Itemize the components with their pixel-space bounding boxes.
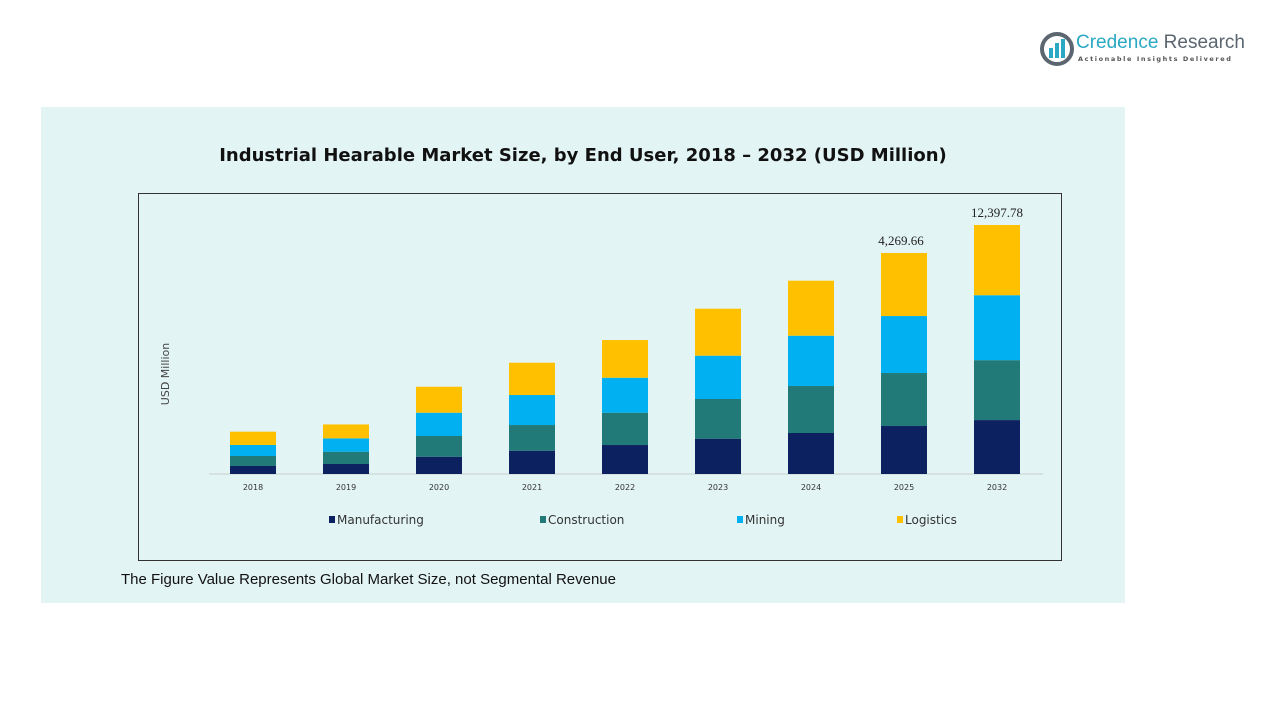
bar-construction-2025 <box>881 373 927 427</box>
bar-manufacturing-2025 <box>881 426 927 474</box>
bar-mining-2022 <box>602 377 648 413</box>
legend-marker-logistics <box>897 516 903 523</box>
bar-mining-2023 <box>695 355 741 400</box>
legend-marker-manufacturing <box>329 516 335 523</box>
legend-label-logistics: Logistics <box>905 513 957 527</box>
bar-manufacturing-2019 <box>323 464 369 474</box>
x-tick-label: 2018 <box>243 483 263 492</box>
logo-chart-icon <box>1040 32 1074 66</box>
bar-mining-2025 <box>881 316 927 374</box>
x-tick-label: 2032 <box>987 483 1007 492</box>
bar-manufacturing-2022 <box>602 445 648 474</box>
credence-research-logo: Credence Research Actionable Insights De… <box>1040 30 1255 70</box>
bar-manufacturing-2023 <box>695 438 741 474</box>
bar-logistics-2025 <box>881 253 927 317</box>
legend-label-construction: Construction <box>548 513 624 527</box>
stacked-bar-chart: USD Million 2018 2019 2020 2021 2022 2023 2024… <box>159 205 1043 527</box>
bar-logistics-2020 <box>416 386 462 413</box>
bar-manufacturing-2024 <box>788 433 834 474</box>
x-tick-label: 2021 <box>522 483 542 492</box>
chart-title: Industrial Hearable Market Size, by End … <box>219 145 947 166</box>
legend-label-mining: Mining <box>745 513 785 527</box>
footnote: The Figure Value Represents Global Marke… <box>121 571 616 588</box>
bar-logistics-2022 <box>602 340 648 378</box>
bar-logistics-2021 <box>509 362 555 396</box>
bar-mining-2021 <box>509 395 555 426</box>
x-tick-label: 2023 <box>708 483 728 492</box>
bar-mining-2020 <box>416 412 462 437</box>
bar-construction-2024 <box>788 386 834 434</box>
data-label: 4,269.66 <box>878 233 924 248</box>
bar-logistics-2023 <box>695 308 741 356</box>
legend-label-manufacturing: Manufacturing <box>337 513 424 527</box>
bar-manufacturing-2021 <box>509 450 555 474</box>
x-tick-label: 2019 <box>336 483 356 492</box>
bar-construction-2020 <box>416 436 462 457</box>
data-label: 12,397.78 <box>971 205 1023 220</box>
x-tick-label: 2025 <box>894 483 914 492</box>
bar-logistics-2018 <box>230 431 276 445</box>
bar-mining-2018 <box>230 444 276 456</box>
y-axis-label: USD Million <box>159 343 172 405</box>
bar-mining-2024 <box>788 335 834 387</box>
bar-construction-2018 <box>230 455 276 466</box>
bar-logistics-2019 <box>323 424 369 439</box>
bar-manufacturing-2018 <box>230 465 276 474</box>
legend-marker-mining <box>737 516 743 523</box>
bar-manufacturing-2032 <box>974 420 1020 474</box>
bar-construction-2019 <box>323 451 369 465</box>
bar-construction-2022 <box>602 412 648 446</box>
bar-mining-2032 <box>974 295 1020 361</box>
legend-marker-construction <box>540 516 546 523</box>
bar-construction-2023 <box>695 399 741 439</box>
bar-mining-2019 <box>323 438 369 452</box>
x-tick-label: 2020 <box>429 483 449 492</box>
bar-construction-2032 <box>974 360 1020 421</box>
chart-area: USD Million 2018 2019 2020 2021 2022 2023 2024… <box>138 193 1062 561</box>
x-tick-label: 2022 <box>615 483 635 492</box>
bar-logistics-2032 <box>974 225 1020 296</box>
chart-panel: Industrial Hearable Market Size, by End … <box>41 107 1125 603</box>
x-tick-label: 2024 <box>801 483 821 492</box>
bar-logistics-2024 <box>788 280 834 336</box>
bar-manufacturing-2020 <box>416 456 462 474</box>
bar-construction-2021 <box>509 425 555 451</box>
